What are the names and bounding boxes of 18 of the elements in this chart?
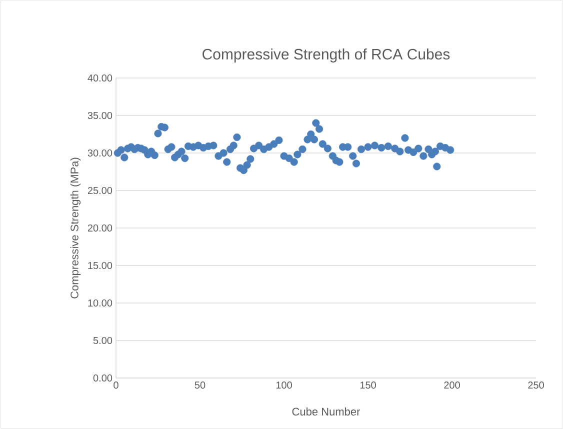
- x-tick-label: 0: [114, 382, 118, 389]
- y-axis-title: Compressive Strength (MPa): [70, 158, 81, 298]
- chart-title: Compressive Strength of RCA Cubes: [202, 48, 450, 62]
- y-tick-label: 20.00: [88, 224, 112, 232]
- y-tick-label: 0.00: [93, 374, 112, 382]
- y-tick-label: 15.00: [88, 262, 112, 270]
- x-axis-title: Cube Number: [292, 407, 360, 416]
- x-tick-label: 50: [194, 382, 206, 389]
- y-tick-label: 10.00: [88, 299, 112, 307]
- y-tick-label: 35.00: [88, 112, 112, 120]
- y-tick-label: 5.00: [93, 336, 112, 344]
- x-tick-label: 150: [360, 382, 376, 389]
- y-tick-label: 40.00: [88, 74, 112, 82]
- x-tick-label: 100: [276, 382, 292, 389]
- y-tick-label: 25.00: [88, 186, 112, 194]
- y-tick-label: 30.00: [88, 149, 112, 157]
- x-tick-label: 250: [528, 382, 544, 389]
- x-tick-label: 200: [444, 382, 460, 389]
